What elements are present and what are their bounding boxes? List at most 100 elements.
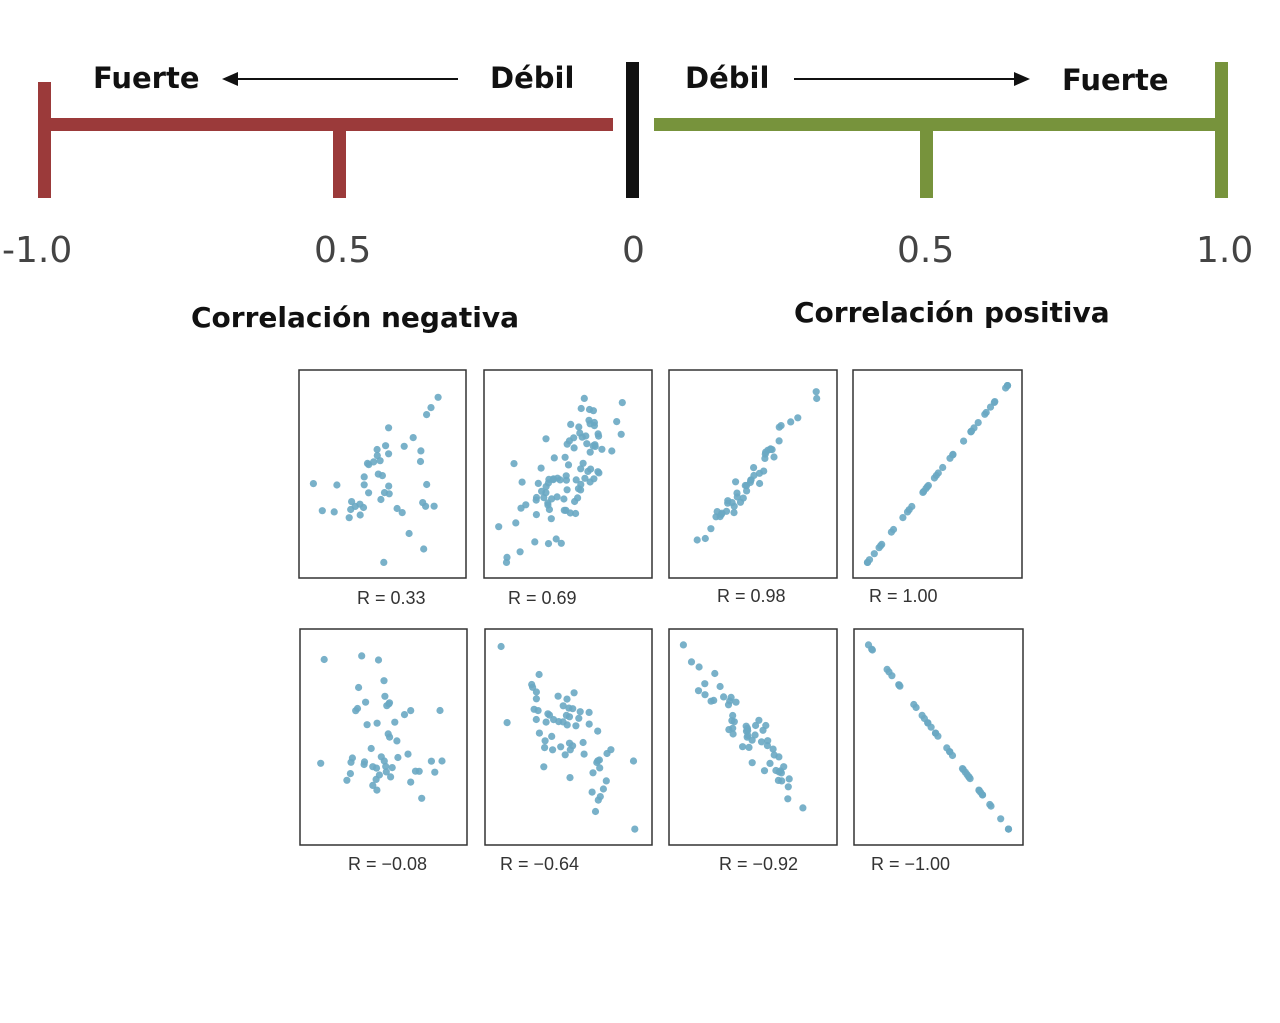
scatter-point: [981, 410, 989, 418]
scatter-point: [532, 496, 540, 504]
scatter-point: [729, 724, 737, 732]
scatter-point: [870, 550, 878, 558]
scatter-point: [695, 663, 703, 671]
scatter-point: [365, 489, 373, 497]
scatter-point: [556, 476, 564, 484]
scatter-point: [772, 766, 780, 775]
scatter-point: [572, 476, 580, 484]
scatter-point: [812, 388, 820, 396]
positive-end-tick: [1215, 62, 1228, 198]
scatter-point: [534, 707, 542, 715]
scatter-point: [382, 762, 390, 771]
scatter-point: [577, 465, 585, 473]
scatter-point: [975, 786, 983, 794]
scatter-point: [581, 474, 589, 482]
scatter-point: [965, 773, 973, 781]
scatter-point: [711, 669, 719, 678]
scatter-point: [991, 398, 999, 406]
negative-bar: [40, 118, 613, 131]
scatter-point: [889, 525, 898, 534]
scatter-point: [381, 692, 389, 700]
scatter-point: [701, 534, 709, 543]
scatter-point: [538, 487, 546, 495]
scatter-point: [943, 744, 951, 752]
scatter-point: [356, 511, 364, 519]
scatter-point: [629, 757, 638, 765]
negative-title: Correlación negativa: [191, 301, 519, 334]
scatter-point: [560, 506, 568, 514]
scatter-point: [570, 689, 578, 697]
scatter-point: [586, 448, 594, 456]
scatter-point: [750, 471, 758, 480]
scatter-point: [502, 558, 511, 567]
scatter-point: [557, 743, 565, 751]
scatter-point: [565, 713, 574, 721]
scatter-point: [554, 692, 562, 700]
scatter-point: [574, 485, 583, 493]
scatter-point: [589, 769, 597, 777]
scatter-point: [548, 732, 556, 741]
scatter-point: [739, 494, 747, 502]
scatter-point: [594, 796, 602, 804]
scatter-point: [934, 732, 942, 740]
scatter-point: [613, 418, 621, 426]
scatter-point: [751, 731, 759, 739]
scatter-point: [775, 753, 783, 761]
scatter-point: [359, 503, 368, 512]
scatter-point: [743, 733, 751, 741]
scatter-point: [347, 505, 355, 514]
scatter-point: [431, 768, 439, 776]
scatter-point: [550, 454, 558, 462]
scatter-point: [617, 430, 625, 438]
scatter-point: [537, 464, 545, 472]
positive-scale: Débil Fuerte: [654, 61, 1228, 198]
scatter-point: [579, 459, 587, 467]
scatter-point: [420, 545, 428, 553]
scatter-point: [562, 472, 570, 480]
scatter-point: [603, 749, 611, 758]
scatter-point: [385, 482, 393, 490]
scatter-point: [720, 693, 728, 701]
scatter-point: [380, 677, 388, 685]
scatter-point: [369, 781, 377, 790]
scatter-point: [930, 474, 939, 482]
scatter-panel: R = −1.00: [853, 628, 1024, 874]
negative-scale: Fuerte Débil: [38, 61, 613, 198]
scatter-point: [436, 706, 444, 715]
scatter-point: [555, 718, 563, 726]
scatter-point: [594, 757, 602, 765]
scatter-point: [559, 702, 567, 710]
scatter-point: [762, 721, 770, 730]
left-arrow: [222, 72, 458, 86]
scatter-point: [343, 776, 351, 784]
scatter-point: [1003, 382, 1012, 390]
scatter-point: [769, 745, 777, 753]
scatter-point: [552, 535, 560, 543]
scatter-point: [532, 510, 541, 519]
scatter-point: [767, 445, 775, 453]
scatter-point: [374, 656, 383, 664]
scatter-point: [784, 795, 792, 803]
scatter-point: [739, 743, 747, 751]
scatter-point: [580, 394, 588, 402]
scatter-point: [385, 490, 393, 498]
scatter-point: [363, 459, 372, 467]
scatter-panel: R = 1.00: [852, 369, 1023, 606]
scatter-point: [553, 493, 561, 501]
scatter-point: [560, 495, 568, 503]
scatter-point: [756, 479, 764, 488]
scatter-point: [594, 468, 602, 476]
scatter-point: [742, 727, 751, 735]
scatter-point: [572, 509, 580, 518]
scatter-point: [503, 719, 511, 727]
scatter-point: [748, 759, 756, 767]
scatter-panel: R = 0.98: [668, 369, 838, 606]
scatter-point: [583, 440, 591, 448]
scatter-point: [750, 464, 758, 472]
scatter-point: [360, 481, 368, 489]
scatter-point: [770, 453, 778, 461]
negative-end-tick: [38, 82, 51, 198]
scatter-point: [579, 738, 587, 747]
scatter-point: [333, 481, 341, 489]
